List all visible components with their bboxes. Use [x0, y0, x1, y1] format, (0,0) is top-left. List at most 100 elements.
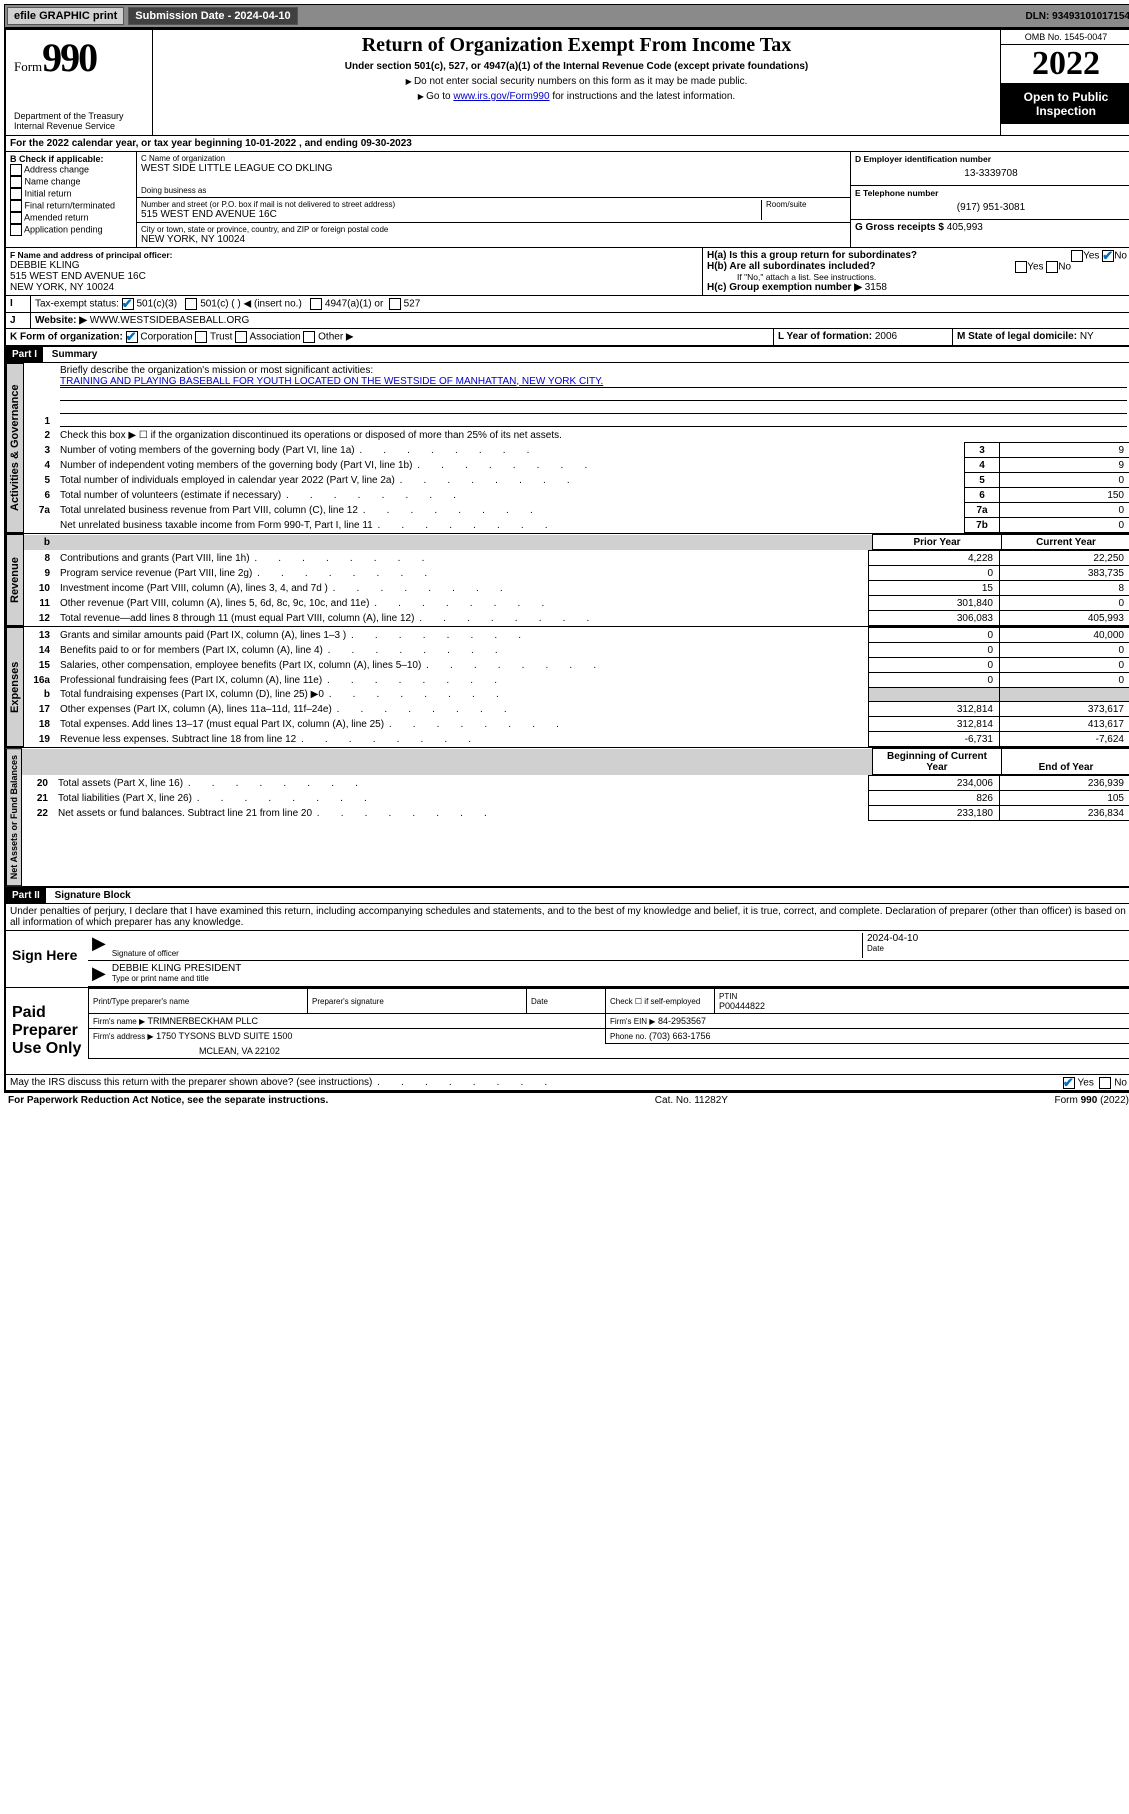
officer-addr2: NEW YORK, NY 10024 — [10, 282, 698, 293]
table-row: 3Number of voting members of the governi… — [24, 443, 1129, 458]
firm-ein: 84-2953567 — [658, 1016, 706, 1026]
ein: 13-3339708 — [855, 164, 1127, 183]
part1-title: Summary — [46, 349, 98, 360]
submission-date-chip: Submission Date - 2024-04-10 — [128, 7, 297, 25]
form-of-org: K Form of organization: Corporation Trus… — [6, 329, 774, 345]
table-row: 18Total expenses. Add lines 13–17 (must … — [24, 717, 1129, 732]
initial-return-checkbox[interactable] — [10, 188, 22, 200]
tab-governance: Activities & Governance — [6, 363, 24, 533]
other-checkbox[interactable] — [303, 331, 315, 343]
hb-no[interactable] — [1046, 261, 1058, 273]
tab-revenue: Revenue — [6, 534, 24, 626]
paid-preparer-label: Paid Preparer Use Only — [6, 988, 88, 1074]
dept-label: Department of the Treasury Internal Reve… — [14, 81, 144, 131]
table-row: 14Benefits paid to or for members (Part … — [24, 643, 1129, 658]
table-row: 7aTotal unrelated business revenue from … — [24, 503, 1129, 518]
hb-note: If "No," attach a list. See instructions… — [707, 272, 1127, 282]
discuss-no[interactable] — [1099, 1077, 1111, 1089]
omb-number: OMB No. 1545-0047 — [1001, 30, 1129, 45]
hc-row: H(c) Group exemption number ▶ 3158 — [707, 282, 1127, 293]
year-formation: L Year of formation: 2006 — [774, 329, 953, 345]
part2-header: Part II — [6, 888, 46, 903]
instructions-link-row: Go to www.irs.gov/Form990 for instructio… — [157, 91, 996, 102]
sign-here-label: Sign Here — [6, 931, 88, 987]
501c3-checkbox[interactable] — [122, 298, 134, 310]
form-title: Return of Organization Exempt From Incom… — [157, 34, 996, 57]
line2-text: Check this box ▶ ☐ if the organization d… — [56, 428, 1129, 442]
efile-topbar: efile GRAPHIC print Submission Date - 20… — [4, 4, 1129, 28]
hb-row: H(b) Are all subordinates included? Yes … — [707, 261, 1127, 272]
org-name: WEST SIDE LITTLE LEAGUE CO DKLING — [141, 163, 846, 174]
table-row: 22Net assets or fund balances. Subtract … — [22, 806, 1129, 821]
ssn-note: Do not enter social security numbers on … — [157, 76, 996, 87]
table-row: 17Other expenses (Part IX, column (A), l… — [24, 702, 1129, 717]
501c-checkbox[interactable] — [185, 298, 197, 310]
efile-print-button[interactable]: efile GRAPHIC print — [7, 7, 124, 25]
officer-name: DEBBIE KLING — [10, 260, 698, 271]
name-change-checkbox[interactable] — [10, 176, 22, 188]
table-row: Net unrelated business taxable income fr… — [24, 518, 1129, 533]
firm-name: TRIMNERBECKHAM PLLC — [147, 1016, 258, 1026]
current-year-hdr: Current Year — [1002, 535, 1129, 550]
form-subtitle: Under section 501(c), 527, or 4947(a)(1)… — [157, 61, 996, 72]
org-city: NEW YORK, NY 10024 — [141, 234, 846, 245]
cat-no: Cat. No. 11282Y — [655, 1095, 728, 1106]
table-row: 15Salaries, other compensation, employee… — [24, 658, 1129, 673]
table-row: 6Total number of volunteers (estimate if… — [24, 488, 1129, 503]
table-row: 4Number of independent voting members of… — [24, 458, 1129, 473]
4947-checkbox[interactable] — [310, 298, 322, 310]
form-ref: Form 990 (2022) — [1055, 1095, 1129, 1106]
mission-text: TRAINING AND PLAYING BASEBALL FOR YOUTH … — [60, 376, 1127, 388]
corp-checkbox[interactable] — [126, 331, 138, 343]
discuss-row: May the IRS discuss this return with the… — [6, 1075, 1129, 1090]
tax-year: 2022 — [1001, 45, 1129, 84]
ha-yes[interactable] — [1071, 250, 1083, 262]
table-row: 8Contributions and grants (Part VIII, li… — [24, 551, 1129, 566]
table-row: 10Investment income (Part VIII, column (… — [24, 581, 1129, 596]
tax-year-line: For the 2022 calendar year, or tax year … — [6, 136, 1129, 151]
part1-header: Part I — [6, 347, 43, 362]
hb-yes[interactable] — [1015, 261, 1027, 273]
state-domicile: M State of legal domicile: NY — [953, 329, 1129, 345]
dln-label: DLN: 93493101017154 — [1025, 11, 1129, 22]
end-year-hdr: End of Year — [1002, 749, 1129, 775]
signature-arrow-icon-2: ▶ — [92, 963, 112, 984]
officer-sign-label: Type or print name and title — [112, 974, 1127, 983]
amended-return-checkbox[interactable] — [10, 212, 22, 224]
firm-phone: (703) 663-1756 — [649, 1031, 711, 1041]
sig-date: 2024-04-10 — [867, 933, 1127, 944]
table-row: 19Revenue less expenses. Subtract line 1… — [24, 732, 1129, 747]
firm-addr1: 1750 TYSONS BLVD SUITE 1500 — [156, 1031, 292, 1041]
form-header: Form990 Department of the Treasury Inter… — [6, 30, 1129, 136]
firm-addr2: MCLEAN, VA 22102 — [89, 1044, 1129, 1059]
phone: (917) 951-3081 — [855, 198, 1127, 217]
assoc-checkbox[interactable] — [235, 331, 247, 343]
application-pending-checkbox[interactable] — [10, 224, 22, 236]
table-row: 20Total assets (Part X, line 16)234,0062… — [22, 776, 1129, 791]
tab-net-assets: Net Assets or Fund Balances — [6, 748, 22, 886]
table-row: bTotal fundraising expenses (Part IX, co… — [24, 688, 1129, 702]
address-change-checkbox[interactable] — [10, 164, 22, 176]
527-checkbox[interactable] — [389, 298, 401, 310]
footer: For Paperwork Reduction Act Notice, see … — [4, 1092, 1129, 1108]
discuss-yes[interactable] — [1063, 1077, 1075, 1089]
checkbox-column-b: B Check if applicable: Address change Na… — [6, 152, 137, 247]
table-row: 12Total revenue—add lines 8 through 11 (… — [24, 611, 1129, 626]
prior-year-hdr: Prior Year — [873, 535, 1002, 550]
begin-year-hdr: Beginning of Current Year — [873, 749, 1002, 775]
final-return-checkbox[interactable] — [10, 200, 22, 212]
signature-arrow-icon: ▶ — [92, 933, 112, 958]
trust-checkbox[interactable] — [195, 331, 207, 343]
perjury-declaration: Under penalties of perjury, I declare th… — [6, 904, 1129, 931]
table-row: 9Program service revenue (Part VIII, lin… — [24, 566, 1129, 581]
officer-addr1: 515 WEST END AVENUE 16C — [10, 271, 698, 282]
officer-sign-name: DEBBIE KLING PRESIDENT — [112, 963, 1127, 974]
ptin: P00444822 — [719, 1001, 765, 1011]
instructions-link[interactable]: www.irs.gov/Form990 — [453, 91, 549, 102]
mission-label: Briefly describe the organization's miss… — [60, 365, 1127, 376]
tax-exempt-status: Tax-exempt status: 501(c)(3) 501(c) ( ) … — [31, 296, 1129, 312]
open-public-badge: Open to Public Inspection — [1001, 84, 1129, 124]
ha-no[interactable] — [1102, 250, 1114, 262]
table-row: 21Total liabilities (Part X, line 26)826… — [22, 791, 1129, 806]
table-row: 16aProfessional fundraising fees (Part I… — [24, 673, 1129, 688]
